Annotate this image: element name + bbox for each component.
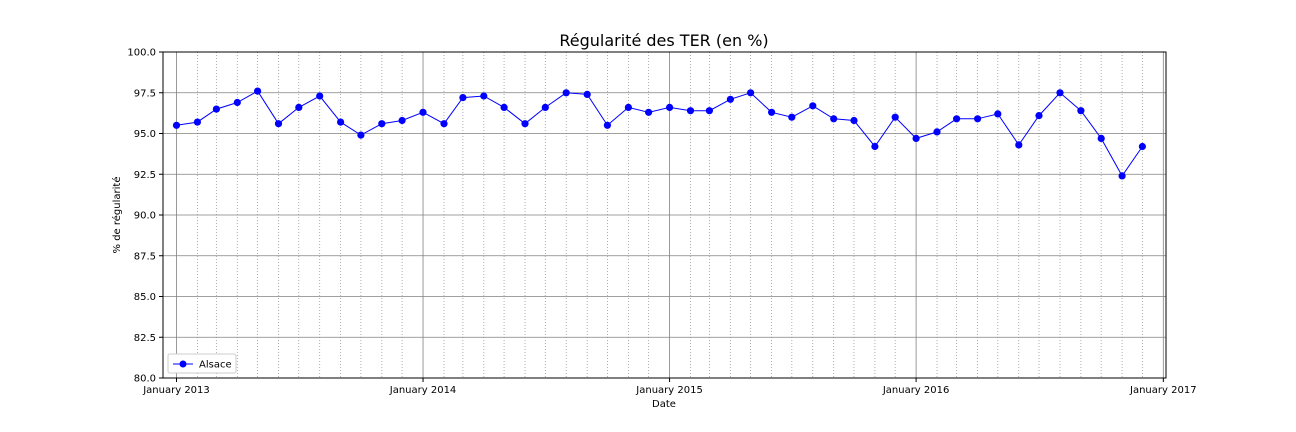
y-tick-label: 82.5 (134, 333, 156, 344)
data-point (1077, 107, 1085, 115)
data-point (316, 92, 324, 100)
data-point (933, 128, 941, 136)
data-point (562, 89, 570, 97)
data-point (666, 103, 674, 111)
data-point (624, 103, 633, 111)
data-point (337, 118, 345, 126)
series-markers (172, 87, 1146, 180)
y-tick-label: 95.0 (134, 129, 156, 140)
data-point (974, 115, 982, 123)
data-point (295, 103, 303, 111)
y-tick-label: 87.5 (134, 251, 156, 262)
data-point (850, 116, 858, 125)
data-point (212, 105, 220, 113)
data-point (541, 103, 549, 111)
data-point (459, 94, 467, 102)
data-point (747, 89, 755, 97)
data-point (1138, 142, 1146, 151)
data-point (357, 131, 365, 139)
data-point (1035, 112, 1043, 120)
x-tick-label: January 2014 (389, 385, 457, 396)
x-axis-label: Date (652, 399, 676, 410)
data-point (830, 115, 838, 123)
data-point (871, 142, 879, 151)
data-point (1056, 89, 1064, 97)
data-point (768, 108, 776, 116)
data-point (521, 120, 529, 128)
data-point (172, 121, 181, 129)
data-point (912, 134, 920, 142)
legend: Alsace (167, 353, 237, 374)
data-point (645, 108, 653, 116)
x-tick-label: January 2013 (142, 385, 210, 396)
legend-box (167, 353, 237, 374)
data-point (705, 107, 714, 115)
x-axis-ticks: January 2013 January 2014 January 2015 Janu… (142, 378, 1197, 396)
data-point (419, 108, 427, 116)
data-point (480, 92, 488, 100)
data-point (809, 102, 817, 110)
data-point (440, 120, 448, 128)
data-point (583, 90, 591, 98)
y-tick-label: 85.0 (134, 292, 156, 303)
data-point (378, 120, 386, 128)
data-point (686, 107, 695, 115)
legend-marker (179, 360, 187, 368)
y-tick-label: 97.5 (134, 88, 156, 99)
x-tick-label: January 2017 (1129, 385, 1197, 396)
data-point (891, 113, 899, 121)
data-point (603, 121, 612, 129)
y-tick-label: 80.0 (134, 374, 156, 385)
data-point (788, 113, 796, 121)
data-point (994, 110, 1002, 118)
data-point (1097, 134, 1105, 142)
data-point (500, 103, 508, 111)
data-point (193, 118, 201, 126)
plot-area (162, 51, 1167, 379)
y-tick-label: 92.5 (134, 170, 156, 181)
chart-title: Régularité des TER (en %) (559, 31, 768, 50)
x-tick-label: January 2015 (635, 385, 703, 396)
y-axis-ticks: 80.0 82.5 85.0 87.5 90.0 92.5 95.0 97.5 100.0 (127, 48, 163, 385)
data-point (233, 98, 241, 107)
data-point (953, 115, 961, 123)
data-point (398, 116, 406, 125)
y-tick-label: 90.0 (134, 211, 156, 222)
data-point (726, 95, 735, 103)
data-point (1015, 141, 1023, 149)
y-axis-label: % de régularité (111, 177, 123, 254)
data-point (274, 120, 283, 128)
data-point (1118, 172, 1126, 180)
legend-label-alsace: Alsace (199, 360, 232, 371)
x-tick-label: January 2016 (882, 385, 950, 396)
y-tick-label: 100.0 (127, 48, 156, 59)
data-point (254, 87, 262, 95)
